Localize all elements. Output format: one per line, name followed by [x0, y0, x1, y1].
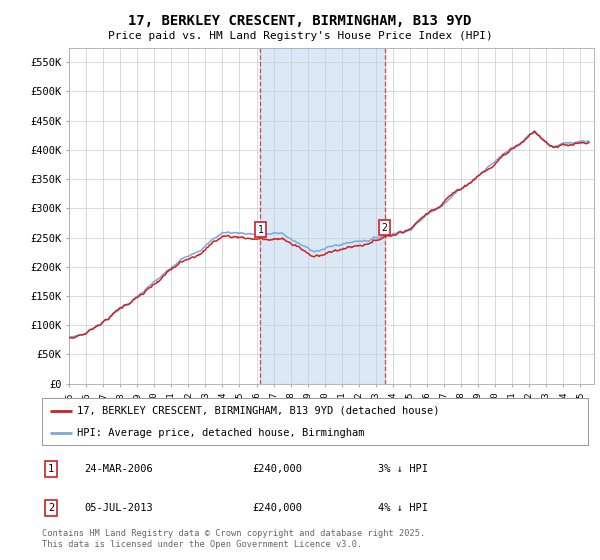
- Text: HPI: Average price, detached house, Birmingham: HPI: Average price, detached house, Birm…: [77, 428, 365, 438]
- Text: £240,000: £240,000: [252, 464, 302, 474]
- Text: 4% ↓ HPI: 4% ↓ HPI: [378, 503, 428, 513]
- Text: 17, BERKLEY CRESCENT, BIRMINGHAM, B13 9YD: 17, BERKLEY CRESCENT, BIRMINGHAM, B13 9Y…: [128, 14, 472, 28]
- Text: 1: 1: [257, 225, 263, 235]
- Text: 24-MAR-2006: 24-MAR-2006: [84, 464, 153, 474]
- Text: Price paid vs. HM Land Registry's House Price Index (HPI): Price paid vs. HM Land Registry's House …: [107, 31, 493, 41]
- Text: Contains HM Land Registry data © Crown copyright and database right 2025.
This d: Contains HM Land Registry data © Crown c…: [42, 529, 425, 549]
- Text: 2: 2: [382, 223, 388, 233]
- Text: 1: 1: [48, 464, 54, 474]
- Bar: [260, 48, 385, 384]
- Text: 3% ↓ HPI: 3% ↓ HPI: [378, 464, 428, 474]
- Text: 2: 2: [48, 503, 54, 513]
- Text: £240,000: £240,000: [252, 503, 302, 513]
- Text: 17, BERKLEY CRESCENT, BIRMINGHAM, B13 9YD (detached house): 17, BERKLEY CRESCENT, BIRMINGHAM, B13 9Y…: [77, 406, 440, 416]
- Text: 05-JUL-2013: 05-JUL-2013: [84, 503, 153, 513]
